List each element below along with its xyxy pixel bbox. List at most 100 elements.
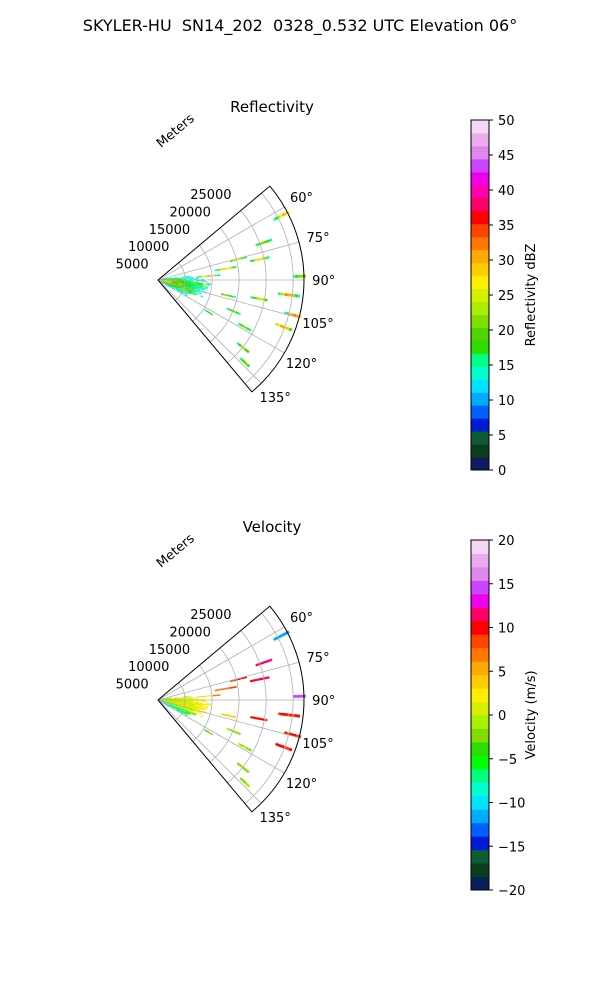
echo-cell [300,274,304,278]
echo-cell [207,275,211,277]
echo-cell [200,715,204,718]
echo-cell [207,284,211,286]
azimuth-spoke [157,699,300,739]
echo-cell [233,265,237,269]
echo-cell [191,700,194,702]
echo-cell [245,349,250,354]
echo-cell [264,298,268,302]
echo-cell [195,705,199,707]
colorbar-swatch [471,620,489,635]
colorbar-swatch [471,768,489,783]
echo-cell [195,696,199,699]
sector-frame [157,605,305,813]
echo-cell [186,696,189,698]
colorbar-swatch [471,405,489,419]
echo-cell [298,694,301,698]
colorbar-swatch [471,353,489,367]
colorbar-label: Reflectivity dBZ [524,244,539,347]
echo-cell [205,703,209,706]
echo-cell [231,266,235,269]
echo-cell [186,697,189,699]
colorbar-swatch [471,171,489,186]
radial-tick-label: 5000 [116,258,149,273]
reflectivity-chart: Reflectivity 5000 10000 15000 20000 25000 Mete… [116,98,539,479]
echo-cell [224,267,228,270]
echo-cell [295,274,299,278]
echo-cell [228,266,232,269]
echo-cell [298,274,301,278]
colorbar-swatch [471,340,489,354]
colorbar-tick-label: 15 [498,578,515,593]
colorbar-swatch [471,701,489,716]
echo-cell [200,280,204,282]
echo-cell [199,288,203,291]
echo-cell [188,276,192,279]
azimuth-tick-label: 135° [260,811,291,826]
colorbar-swatch [471,366,489,380]
echo-cell [221,268,225,271]
radial-tick-label: 15000 [149,223,190,238]
figure-title: SKYLER-HU SN14_202 0328_0.532 UTC Elevat… [82,16,518,35]
colorbar-swatch [471,379,489,393]
echo-cell [186,277,189,279]
range-ring [244,192,294,384]
echo-cell [215,694,219,697]
echo-cell [195,698,199,700]
echo-cell [295,694,299,698]
azimuth-tick-label: 75° [307,231,330,246]
echo-cell [200,695,204,698]
echo-cell [246,783,251,788]
echo-cell [226,687,230,690]
polar-grid [157,612,304,804]
colorbar-swatch [471,876,489,891]
echo-cell [195,712,199,715]
echo-cell [199,707,203,709]
echo-cell [190,697,194,699]
colorbar: 0 5 10 15 20 25 30 35 40 45 50 Reflectivity dBZ [470,114,539,479]
colorbar-swatch [471,262,489,277]
echo-cell [203,695,206,698]
echo-cell [232,715,236,719]
echo-cell [237,312,241,316]
echo-cell [193,278,197,280]
radial-tick-label: 5000 [116,678,149,693]
range-ring [227,630,267,784]
range-ring [209,647,240,763]
echo-cell [184,294,188,297]
echo-cell [205,695,209,697]
colorbar-swatch [471,197,489,212]
radial-tick-label: 20000 [169,205,210,220]
azimuth-spoke [157,206,285,281]
echo-cell [203,280,207,282]
echo-cell [237,732,241,736]
range-ring [192,664,213,742]
echo-cell [191,698,194,700]
colorbar-tick-label: 50 [498,114,515,129]
range-ring [175,682,186,722]
echo-cell [210,312,214,316]
echo-cell [181,697,185,699]
echo-cell [219,268,223,271]
echo-cell [248,748,253,752]
echo-cell [200,704,204,706]
range-ring [192,244,213,322]
echo-cell [205,283,209,286]
echo-cell [193,711,197,714]
colorbar-swatch [471,145,489,160]
colorbar-tick-label: 45 [498,149,515,164]
echo-cell [198,292,202,295]
echo-cell [216,268,220,271]
colorbar-tick-label: 15 [498,359,515,374]
azimuth-tick-label: 105° [302,317,333,332]
colorbar-swatch [471,327,489,341]
colorbar-swatch [471,158,489,173]
echo-cell [196,710,200,713]
azimuth-spoke [157,699,285,774]
colorbar-swatch [471,822,489,837]
colorbar-swatch [471,223,489,238]
colorbar-tick-label: −20 [498,884,525,899]
azimuth-spoke [157,699,262,804]
colorbar-tick-label: 5 [498,429,506,444]
echo-cell [217,694,221,697]
echo-cell [195,278,199,280]
